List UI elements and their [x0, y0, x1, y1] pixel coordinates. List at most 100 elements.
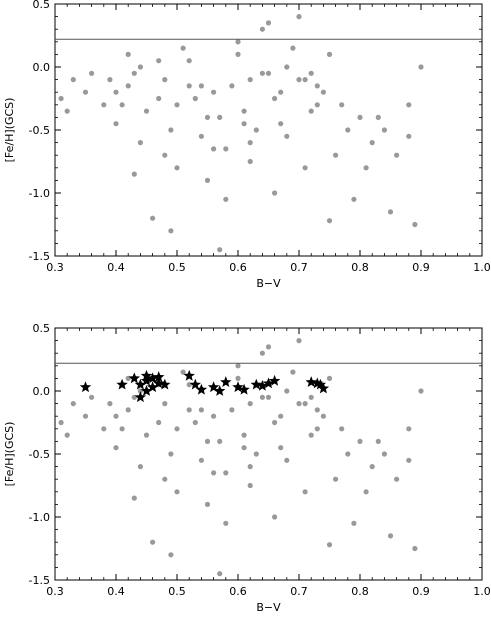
data-point [107, 77, 113, 83]
star-marker [189, 378, 202, 390]
star-marker [134, 378, 147, 390]
data-point [247, 482, 253, 489]
data-point [235, 51, 241, 58]
data-point [223, 520, 229, 526]
data-point [247, 401, 253, 407]
data-point [326, 375, 333, 381]
data-point [211, 89, 217, 95]
data-point [235, 375, 241, 381]
data-point [259, 394, 265, 400]
data-point [265, 394, 272, 400]
data-point [150, 539, 156, 545]
star-marker [140, 369, 153, 381]
data-point [314, 83, 320, 89]
star-marker [305, 376, 317, 388]
star-marker [250, 378, 263, 390]
data-point [259, 70, 265, 76]
data-point [308, 394, 314, 400]
data-point [131, 70, 137, 76]
star-marker [213, 385, 226, 396]
data-point [192, 95, 198, 102]
data-point [162, 77, 168, 83]
data-point [137, 140, 143, 146]
data-point [369, 140, 375, 146]
data-point [186, 83, 192, 89]
data-point [369, 464, 375, 470]
data-point [211, 413, 217, 419]
x-axis-title: B−V [256, 601, 281, 614]
data-point [357, 114, 363, 120]
data-points [58, 14, 424, 253]
data-point [204, 114, 211, 120]
data-point [58, 95, 64, 102]
data-point [333, 152, 339, 158]
data-point [125, 51, 131, 58]
data-point [168, 552, 174, 558]
data-point [320, 89, 326, 95]
y-tick-label: -1.5 [29, 574, 50, 587]
data-point [180, 45, 186, 51]
data-point [241, 432, 247, 438]
y-tick-label: 0.5 [33, 322, 51, 335]
data-point [302, 401, 308, 407]
y-tick-label: 0.0 [33, 61, 51, 74]
x-tick-label: 0.3 [46, 585, 64, 598]
data-point [320, 413, 326, 419]
data-point [381, 451, 387, 457]
data-point [198, 407, 204, 413]
data-point [217, 438, 223, 444]
data-point [82, 89, 89, 95]
data-point [265, 20, 272, 26]
data-point [290, 369, 296, 375]
star-marker [262, 377, 275, 389]
data-point [394, 476, 400, 482]
data-point [418, 388, 424, 394]
data-point [143, 432, 150, 438]
plot-frame [54, 3, 483, 257]
x-tick-label: 0.9 [412, 261, 430, 274]
y-tick-label: 0.5 [33, 0, 51, 11]
data-point [113, 121, 119, 127]
data-point [326, 542, 333, 548]
data-point [217, 571, 223, 577]
data-point [412, 545, 418, 552]
data-point [119, 102, 125, 108]
data-point [241, 108, 247, 114]
x-axis-title: B−V [256, 277, 281, 290]
data-point [229, 83, 235, 89]
data-point [217, 247, 223, 253]
x-tick-label: 0.6 [229, 261, 247, 274]
data-point [247, 140, 253, 146]
x-tick-label: 0.6 [229, 585, 247, 598]
data-point [198, 457, 204, 463]
data-point [296, 14, 302, 20]
data-point [314, 426, 320, 432]
data-point [357, 438, 363, 444]
data-point [278, 445, 284, 451]
star-marker [116, 378, 128, 390]
data-point [131, 495, 137, 501]
data-point [284, 388, 290, 394]
x-tick-label: 1.0 [473, 261, 491, 274]
plot-frame [54, 327, 483, 581]
star-marker [159, 378, 171, 390]
data-point [345, 451, 351, 457]
star-marker [140, 374, 153, 386]
data-point [217, 114, 223, 120]
star-marker [256, 379, 269, 391]
star-marker [183, 369, 195, 381]
data-point [247, 77, 253, 83]
star-marker [268, 374, 281, 386]
y-tick-label: -1.0 [29, 187, 50, 200]
x-tick-label: 0.5 [168, 585, 186, 598]
data-point [308, 108, 314, 114]
data-point [296, 401, 302, 407]
data-point [406, 457, 412, 463]
data-point [290, 45, 296, 51]
data-point [101, 102, 107, 108]
y-tick-label: -0.5 [29, 124, 50, 137]
star-marker [220, 376, 232, 388]
data-point [204, 177, 211, 183]
data-point [406, 102, 412, 108]
data-point [351, 520, 357, 526]
